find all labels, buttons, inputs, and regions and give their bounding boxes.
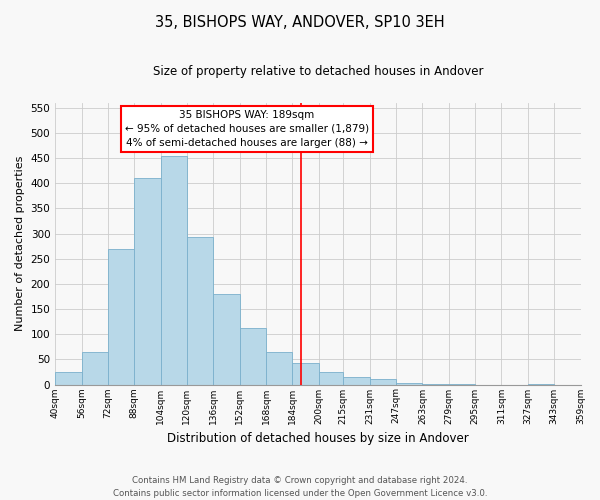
Bar (82, 352, 108, 384)
X-axis label: Distribution of detached houses by size in Andover: Distribution of detached houses by size … (167, 432, 469, 445)
Title: Size of property relative to detached houses in Andover: Size of property relative to detached ho… (152, 65, 483, 78)
Y-axis label: Number of detached properties: Number of detached properties (15, 156, 25, 332)
Bar (134, 178, 161, 384)
Bar (187, 237, 213, 384)
Bar (319, 372, 343, 384)
Text: 35, BISHOPS WAY, ANDOVER, SP10 3EH: 35, BISHOPS WAY, ANDOVER, SP10 3EH (155, 15, 445, 30)
Bar (55, 372, 82, 384)
Text: 35 BISHOPS WAY: 189sqm
← 95% of detached houses are smaller (1,879)
4% of semi-d: 35 BISHOPS WAY: 189sqm ← 95% of detached… (125, 110, 369, 148)
Bar (396, 382, 422, 384)
Bar (343, 377, 370, 384)
Bar (108, 248, 134, 384)
Bar (370, 379, 396, 384)
Bar (239, 328, 266, 384)
Bar (161, 156, 187, 384)
Bar (266, 352, 292, 384)
Bar (292, 363, 319, 384)
Text: Contains HM Land Registry data © Crown copyright and database right 2024.
Contai: Contains HM Land Registry data © Crown c… (113, 476, 487, 498)
Bar (213, 294, 239, 384)
